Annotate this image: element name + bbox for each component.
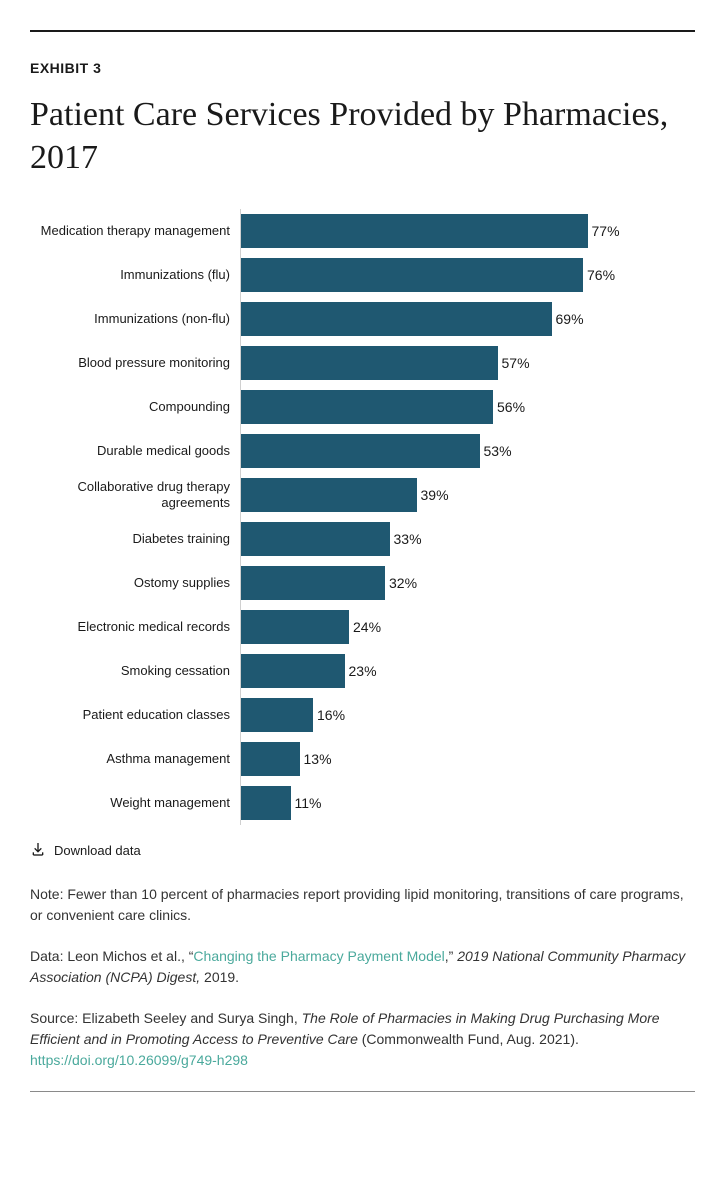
download-label: Download data bbox=[54, 843, 141, 858]
bar bbox=[241, 566, 385, 600]
bar bbox=[241, 302, 552, 336]
source-doi-link[interactable]: https://doi.org/10.26099/g749-h298 bbox=[30, 1052, 248, 1068]
category-label: Smoking cessation bbox=[30, 663, 240, 679]
chart-row: Asthma management 13% bbox=[30, 737, 695, 781]
bar-chart: Medication therapy management 77% Immuniza… bbox=[30, 209, 695, 825]
chart-row: Compounding 56% bbox=[30, 385, 695, 429]
value-label: 33% bbox=[394, 531, 422, 547]
chart-row: Weight management 11% bbox=[30, 781, 695, 825]
category-label: Patient education classes bbox=[30, 707, 240, 723]
bar-area: 16% bbox=[240, 693, 695, 737]
chart-row: Blood pressure monitoring 57% bbox=[30, 341, 695, 385]
bar-area: 23% bbox=[240, 649, 695, 693]
chart-row: Medication therapy management 77% bbox=[30, 209, 695, 253]
chart-row: Smoking cessation 23% bbox=[30, 649, 695, 693]
bar bbox=[241, 434, 480, 468]
bar bbox=[241, 346, 498, 380]
bar-area: 11% bbox=[240, 781, 695, 825]
bar-area: 33% bbox=[240, 517, 695, 561]
bar bbox=[241, 390, 493, 424]
bar bbox=[241, 214, 588, 248]
bar bbox=[241, 258, 583, 292]
value-label: 57% bbox=[502, 355, 530, 371]
category-label: Electronic medical records bbox=[30, 619, 240, 635]
exhibit-label: EXHIBIT 3 bbox=[30, 60, 695, 76]
bar bbox=[241, 610, 349, 644]
chart-row: Collaborative drug therapy agreements 39% bbox=[30, 473, 695, 517]
value-label: 76% bbox=[587, 267, 615, 283]
value-label: 32% bbox=[389, 575, 417, 591]
value-label: 77% bbox=[592, 223, 620, 239]
data-citation: Data: Leon Michos et al., “Changing the … bbox=[30, 946, 695, 988]
bar bbox=[241, 478, 417, 512]
value-label: 53% bbox=[484, 443, 512, 459]
bar-area: 39% bbox=[240, 473, 695, 517]
bar bbox=[241, 742, 300, 776]
chart-row: Immunizations (non-flu) 69% bbox=[30, 297, 695, 341]
category-label: Weight management bbox=[30, 795, 240, 811]
bar bbox=[241, 786, 291, 820]
category-label: Durable medical goods bbox=[30, 443, 240, 459]
category-label: Medication therapy management bbox=[30, 223, 240, 239]
download-icon bbox=[30, 841, 46, 860]
category-label: Ostomy supplies bbox=[30, 575, 240, 591]
chart-row: Diabetes training 33% bbox=[30, 517, 695, 561]
bar-area: 24% bbox=[240, 605, 695, 649]
category-label: Compounding bbox=[30, 399, 240, 415]
bar-area: 32% bbox=[240, 561, 695, 605]
bar bbox=[241, 654, 345, 688]
bar-area: 53% bbox=[240, 429, 695, 473]
chart-row: Immunizations (flu) 76% bbox=[30, 253, 695, 297]
source-citation: Source: Elizabeth Seeley and Surya Singh… bbox=[30, 1008, 695, 1071]
value-label: 69% bbox=[556, 311, 584, 327]
value-label: 56% bbox=[497, 399, 525, 415]
value-label: 23% bbox=[349, 663, 377, 679]
download-data-button[interactable]: Download data bbox=[30, 841, 695, 860]
category-label: Asthma management bbox=[30, 751, 240, 767]
bar-area: 57% bbox=[240, 341, 695, 385]
bar bbox=[241, 698, 313, 732]
category-label: Blood pressure monitoring bbox=[30, 355, 240, 371]
category-label: Diabetes training bbox=[30, 531, 240, 547]
bar-area: 56% bbox=[240, 385, 695, 429]
bar-area: 77% bbox=[240, 209, 695, 253]
bar-area: 69% bbox=[240, 297, 695, 341]
value-label: 11% bbox=[295, 795, 322, 811]
value-label: 39% bbox=[421, 487, 449, 503]
value-label: 13% bbox=[304, 751, 332, 767]
category-label: Collaborative drug therapy agreements bbox=[30, 479, 240, 510]
category-label: Immunizations (flu) bbox=[30, 267, 240, 283]
chart-row: Patient education classes 16% bbox=[30, 693, 695, 737]
bar-area: 76% bbox=[240, 253, 695, 297]
chart-row: Durable medical goods 53% bbox=[30, 429, 695, 473]
bottom-rule bbox=[30, 1091, 695, 1092]
value-label: 16% bbox=[317, 707, 345, 723]
chart-title: Patient Care Services Provided by Pharma… bbox=[30, 94, 695, 179]
chart-row: Electronic medical records 24% bbox=[30, 605, 695, 649]
category-label: Immunizations (non-flu) bbox=[30, 311, 240, 327]
chart-row: Ostomy supplies 32% bbox=[30, 561, 695, 605]
bar bbox=[241, 522, 390, 556]
bar-area: 13% bbox=[240, 737, 695, 781]
top-rule bbox=[30, 30, 695, 32]
value-label: 24% bbox=[353, 619, 381, 635]
note-text: Note: Fewer than 10 percent of pharmacie… bbox=[30, 884, 695, 926]
data-citation-link[interactable]: Changing the Pharmacy Payment Model bbox=[193, 948, 444, 964]
